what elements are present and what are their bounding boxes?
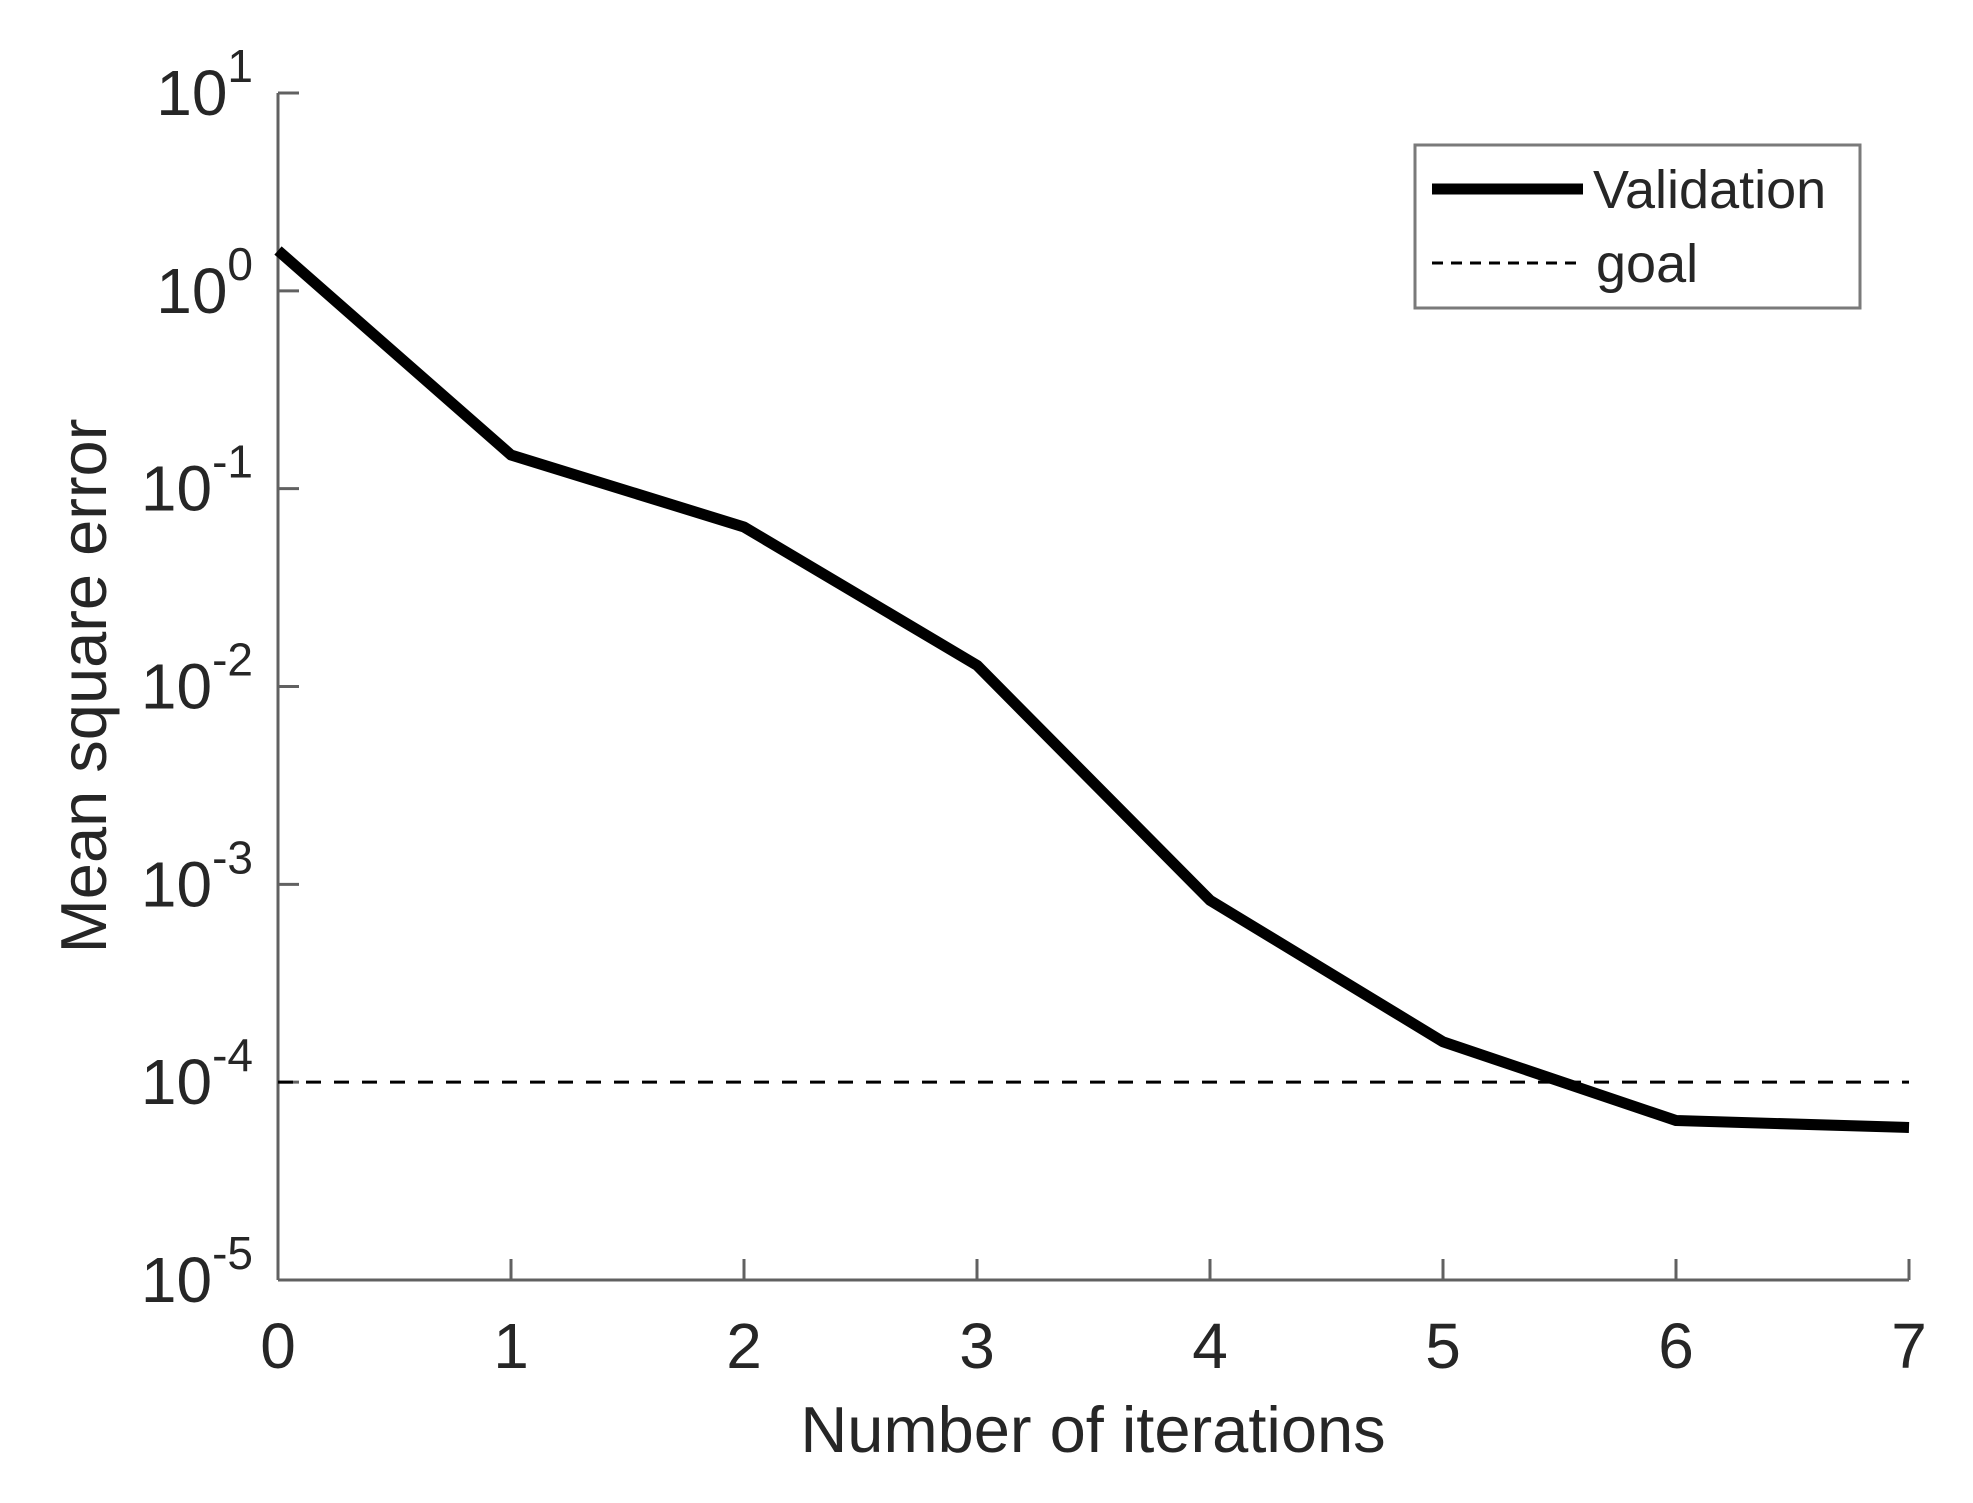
- legend-goal-label: goal: [1596, 234, 1698, 294]
- legend-validation-label: Validation: [1593, 160, 1826, 220]
- x-tick-label: 2: [726, 1310, 762, 1382]
- y-tick-label: 10-4: [141, 1029, 253, 1118]
- x-tick-label: 5: [1425, 1310, 1461, 1382]
- y-tick-label: 10-5: [141, 1227, 253, 1316]
- legend: Validation goal: [1413, 143, 1862, 310]
- x-tick-label: 4: [1192, 1310, 1228, 1382]
- y-tick-label: 101: [156, 40, 253, 129]
- x-tick-label: 7: [1891, 1310, 1927, 1382]
- x-tick-label: 3: [959, 1310, 995, 1382]
- x-axis-title: Number of iterations: [800, 1393, 1385, 1466]
- x-tick-label: 1: [493, 1310, 529, 1382]
- y-tick-label: 100: [156, 238, 253, 327]
- y-tick-label: 10-3: [141, 831, 253, 920]
- validation-polyline: [274, 246, 1910, 1133]
- y-axis-title: Mean square error: [47, 419, 120, 954]
- y-tick-labels: 101 100 10-1 10-2 10-3 10-4 10-5: [141, 40, 253, 1316]
- x-tick-label: 6: [1658, 1310, 1694, 1382]
- validation-line: [274, 246, 1910, 1133]
- y-tick-label: 10-2: [141, 634, 253, 723]
- y-tick-label: 10-1: [141, 436, 253, 525]
- legend-box: [1413, 143, 1862, 310]
- x-tick-label: 0: [260, 1310, 296, 1382]
- x-tick-labels: 0 1 2 3 4 5 6 7: [260, 1310, 1927, 1382]
